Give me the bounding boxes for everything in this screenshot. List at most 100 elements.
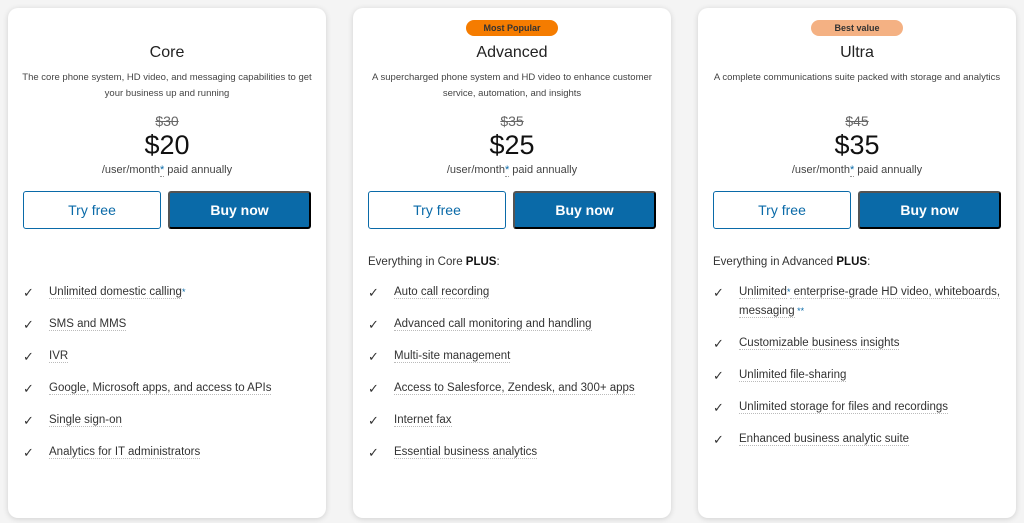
feature-text[interactable]: Unlimited domestic calling* [49, 283, 185, 302]
feature-item: ✓ Enhanced business analytic suite [713, 430, 1002, 449]
check-icon: ✓ [368, 413, 379, 428]
lead-end: : [867, 256, 871, 268]
check-icon: ✓ [713, 432, 724, 447]
feature-text[interactable]: Multi-site management [394, 347, 511, 366]
feature-item: ✓ Auto call recording [368, 283, 657, 302]
check-icon: ✓ [23, 413, 34, 428]
plan-title: Advanced [476, 44, 548, 61]
footnote-marker[interactable]: ** [794, 306, 805, 316]
feature-text[interactable]: Single sign-on [49, 411, 122, 430]
check-icon: ✓ [23, 317, 34, 332]
feature-text[interactable]: SMS and MMS [49, 315, 127, 334]
feature-item: ✓ Unlimited storage for files and recordi… [713, 398, 1002, 417]
check-icon: ✓ [713, 400, 724, 415]
feature-text[interactable]: Analytics for IT administrators [49, 443, 201, 462]
billing-note: paid annually [854, 164, 923, 176]
feature-item: ✓ Single sign-on [23, 411, 312, 430]
feature-list: ✓ Unlimited domestic calling* ✓ SMS and MMS… [23, 283, 312, 475]
check-icon: ✓ [23, 445, 34, 460]
feature-label: Internet fax [394, 414, 452, 427]
feature-label: Essential business analytics [394, 446, 538, 459]
check-icon: ✓ [368, 349, 379, 364]
plan-card-advanced: Most Popular Advanced A supercharged phon… [353, 8, 671, 518]
feature-text[interactable]: Enhanced business analytic suite [739, 430, 910, 449]
feature-item: ✓ Access to Salesforce, Zendesk, and 300+… [368, 379, 657, 398]
lead-bold: PLUS [465, 256, 497, 268]
per-unit: /user/month [446, 164, 505, 176]
footnote-marker[interactable]: * [181, 287, 186, 297]
price: $35 [834, 130, 880, 160]
feature-item: ✓ Internet fax [368, 411, 657, 430]
feature-text[interactable]: Advanced call monitoring and handling [394, 315, 592, 334]
plan-description: A supercharged phone system and HD video… [372, 72, 652, 99]
check-icon: ✓ [713, 368, 724, 383]
feature-label: SMS and MMS [49, 318, 127, 331]
try-free-button[interactable]: Try free [23, 191, 161, 229]
feature-text[interactable]: Auto call recording [394, 283, 490, 302]
per-unit: /user/month [791, 164, 850, 176]
feature-label: Unlimited [739, 286, 787, 299]
feature-label: Multi-site management [394, 350, 511, 363]
feature-label: Unlimited domestic calling [49, 286, 182, 299]
buy-now-button[interactable]: Buy now [858, 191, 1001, 229]
buy-now-button[interactable]: Buy now [513, 191, 656, 229]
feature-label: Access to Salesforce, Zendesk, and 300+ … [394, 382, 635, 395]
footnote-link[interactable]: * [504, 164, 510, 177]
feature-label: enterprise-grade HD video, whiteboards, … [739, 286, 1001, 318]
feature-item: ✓ SMS and MMS [23, 315, 312, 334]
feature-item: ✓ Essential business analytics [368, 443, 657, 462]
check-icon: ✓ [23, 285, 34, 300]
feature-label: Google, Microsoft apps, and access to AP… [49, 382, 272, 395]
features-lead: Everything in Advanced PLUS: [713, 256, 870, 268]
feature-label: Auto call recording [394, 286, 490, 299]
footnote-link[interactable]: * [849, 164, 855, 177]
footnote-link[interactable]: * [159, 164, 165, 177]
feature-list: ✓ Auto call recording ✓ Advanced call monit… [368, 283, 657, 475]
feature-text[interactable]: Unlimited* enterprise-grade HD video, wh… [739, 283, 1002, 321]
billing-period: /user/month* paid annually [8, 164, 326, 177]
feature-list: ✓ Unlimited* enterprise-grade HD video, w… [713, 283, 1002, 462]
check-icon: ✓ [23, 349, 34, 364]
plan-badge: Best value [811, 20, 903, 36]
features-lead: Everything in Core PLUS: [368, 256, 500, 268]
lead-text: Everything in Advanced [713, 256, 837, 268]
plan-description: The core phone system, HD video, and mes… [22, 72, 312, 99]
buy-now-button[interactable]: Buy now [168, 191, 311, 229]
billing-period: /user/month* paid annually [353, 164, 671, 177]
feature-label: Single sign-on [49, 414, 122, 427]
plan-title: Core [149, 44, 185, 61]
plan-badge: Most Popular [466, 20, 558, 36]
feature-text[interactable]: Customizable business insights [739, 334, 900, 353]
feature-item: ✓ Google, Microsoft apps, and access to A… [23, 379, 312, 398]
price: $20 [144, 130, 190, 160]
original-price: $30 [155, 113, 179, 129]
feature-item: ✓ Customizable business insights [713, 334, 1002, 353]
feature-item: ✓ Multi-site management [368, 347, 657, 366]
lead-text: Everything in Core [368, 256, 466, 268]
lead-end: : [496, 256, 500, 268]
feature-item: ✓ Unlimited file-sharing [713, 366, 1002, 385]
plan-title: Ultra [840, 44, 874, 61]
check-icon: ✓ [368, 317, 379, 332]
feature-text[interactable]: Essential business analytics [394, 443, 538, 462]
feature-text[interactable]: IVR [49, 347, 69, 366]
feature-text[interactable]: Unlimited storage for files and recordin… [739, 398, 949, 417]
feature-text[interactable]: Unlimited file-sharing [739, 366, 847, 385]
try-free-button[interactable]: Try free [713, 191, 851, 229]
feature-text[interactable]: Access to Salesforce, Zendesk, and 300+ … [394, 379, 635, 398]
original-price: $35 [500, 113, 524, 129]
try-free-button[interactable]: Try free [368, 191, 506, 229]
plan-card-ultra: Best value Ultra A complete communication… [698, 8, 1016, 518]
price: $25 [489, 130, 535, 160]
lead-bold: PLUS [836, 256, 868, 268]
feature-text[interactable]: Google, Microsoft apps, and access to AP… [49, 379, 272, 398]
feature-label: Advanced call monitoring and handling [394, 318, 592, 331]
feature-item: ✓ Unlimited* enterprise-grade HD video, w… [713, 283, 1002, 321]
per-unit: /user/month [101, 164, 160, 176]
footnote-marker[interactable]: * [786, 287, 791, 297]
feature-label: Enhanced business analytic suite [739, 433, 910, 446]
billing-period: /user/month* paid annually [698, 164, 1016, 177]
feature-text[interactable]: Internet fax [394, 411, 452, 430]
original-price: $45 [845, 113, 869, 129]
check-icon: ✓ [23, 381, 34, 396]
